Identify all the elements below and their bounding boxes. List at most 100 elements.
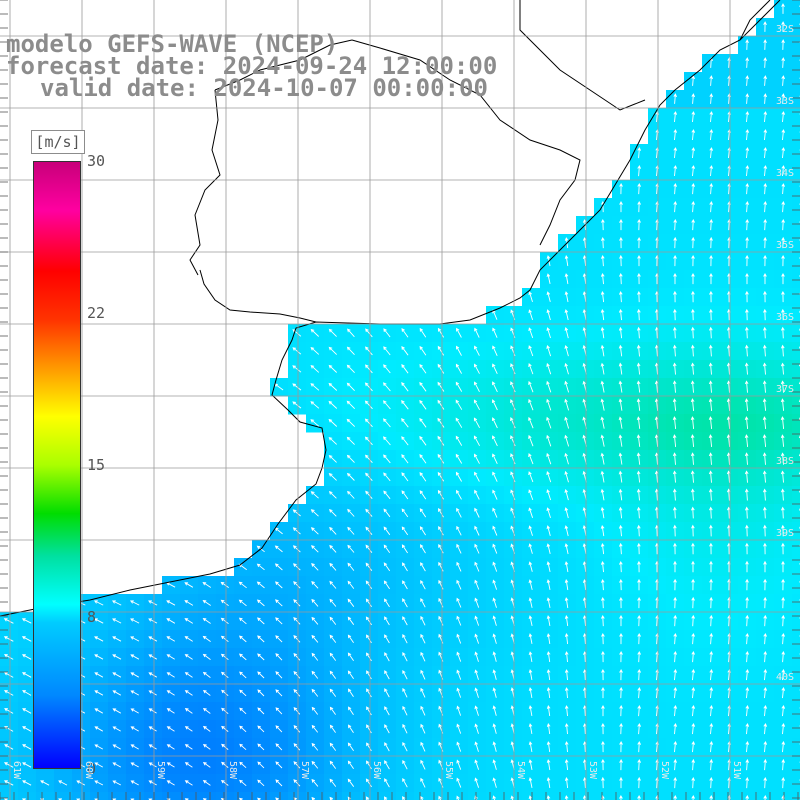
wind-arrow [346, 454, 355, 463]
wind-arrow [673, 254, 677, 267]
wind-arrow [112, 618, 122, 624]
wind-arrow [112, 690, 122, 696]
wind-arrow [437, 399, 445, 410]
wind-arrow [310, 401, 320, 409]
wind-arrow [673, 794, 678, 800]
wind-speed-cell [792, 234, 800, 253]
wind-speed-cell [792, 144, 800, 163]
wind-arrow [455, 435, 463, 446]
wind-arrow [401, 562, 408, 572]
wind-arrow [637, 164, 642, 177]
wind-arrow [202, 744, 211, 750]
wind-arrow [456, 633, 462, 644]
wind-arrow [780, 416, 785, 429]
wind-arrow [492, 669, 497, 680]
wind-arrow [636, 398, 641, 411]
wind-arrow [691, 272, 695, 285]
wind-arrow [564, 687, 569, 699]
wind-arrow [528, 434, 534, 447]
wind-arrow [763, 614, 768, 627]
wind-arrow [546, 470, 552, 483]
wind-arrow [401, 346, 409, 356]
wind-arrow [744, 488, 749, 501]
wind-arrow [745, 93, 750, 104]
wind-arrow [618, 506, 623, 519]
wind-arrow [21, 654, 32, 660]
wind-arrow [762, 380, 767, 393]
wind-arrow [166, 726, 175, 732]
wind-arrow [673, 542, 677, 555]
wind-arrow [456, 759, 462, 770]
wind-arrow [402, 723, 408, 734]
wind-arrow [763, 93, 768, 104]
wind-arrow [528, 327, 534, 339]
wind-arrow [455, 471, 462, 482]
wind-arrow [582, 273, 587, 285]
wind-arrow [401, 490, 409, 500]
wind-arrow [184, 726, 193, 732]
wind-arrow [383, 490, 391, 500]
wind-arrow [275, 689, 283, 697]
wind-speed-cell [540, 792, 559, 800]
wind-arrow [365, 598, 372, 608]
wind-arrow [781, 93, 786, 104]
wind-arrow [780, 380, 785, 393]
wind-arrow [763, 290, 767, 303]
wind-arrow [601, 776, 605, 789]
wind-arrow [546, 398, 552, 411]
wind-arrow [636, 344, 641, 357]
wind-arrow [528, 543, 533, 554]
wind-arrow [292, 347, 302, 355]
wind-arrow [347, 598, 355, 607]
wind-speed-cell [792, 540, 800, 559]
wind-arrow [564, 255, 569, 267]
wind-arrow [347, 634, 354, 643]
wind-arrow [166, 708, 175, 714]
wind-arrow [130, 744, 139, 750]
wind-arrow [310, 527, 319, 535]
wind-arrow [763, 524, 767, 537]
wind-arrow [781, 308, 785, 321]
wind-arrow [780, 326, 785, 339]
wind-arrow [364, 382, 373, 392]
wind-arrow [619, 578, 623, 591]
wind-arrow [292, 365, 302, 373]
wind-arrow [257, 635, 265, 643]
wind-arrow [744, 452, 749, 465]
wind-arrow [600, 290, 605, 303]
wind-arrow [437, 345, 445, 356]
wind-arrow [654, 416, 659, 429]
wind-arrow [708, 470, 713, 483]
wind-arrow [781, 542, 785, 555]
wind-arrow [491, 399, 498, 411]
wind-arrow [708, 488, 713, 501]
wind-speed-cell [342, 792, 361, 800]
wind-arrow [564, 651, 569, 663]
wind-speed-cell [36, 792, 55, 800]
wind-speed-cell [792, 576, 800, 595]
wind-arrow [328, 346, 338, 355]
wind-speed-cell [792, 198, 800, 217]
wind-arrow [221, 761, 229, 768]
wind-arrow [310, 383, 320, 391]
wind-arrow [202, 689, 211, 696]
wind-arrow [275, 725, 283, 733]
wind-arrow [654, 452, 659, 465]
wind-arrow [709, 75, 714, 86]
wind-arrow [382, 400, 391, 410]
wind-arrow [601, 758, 605, 771]
wind-arrow [3, 672, 14, 678]
wind-arrow [292, 527, 301, 535]
wind-arrow [21, 636, 32, 642]
wind-speed-cell [792, 90, 800, 109]
wind-arrow [130, 672, 140, 678]
wind-arrow [636, 326, 641, 339]
wind-arrow [419, 472, 427, 482]
wind-arrow [762, 470, 767, 483]
wind-arrow [546, 651, 551, 663]
lat-label: 35S [775, 240, 794, 251]
wind-arrow [637, 686, 642, 699]
wind-arrow [709, 578, 713, 591]
wind-arrow [673, 129, 678, 141]
wind-arrow [202, 599, 211, 606]
